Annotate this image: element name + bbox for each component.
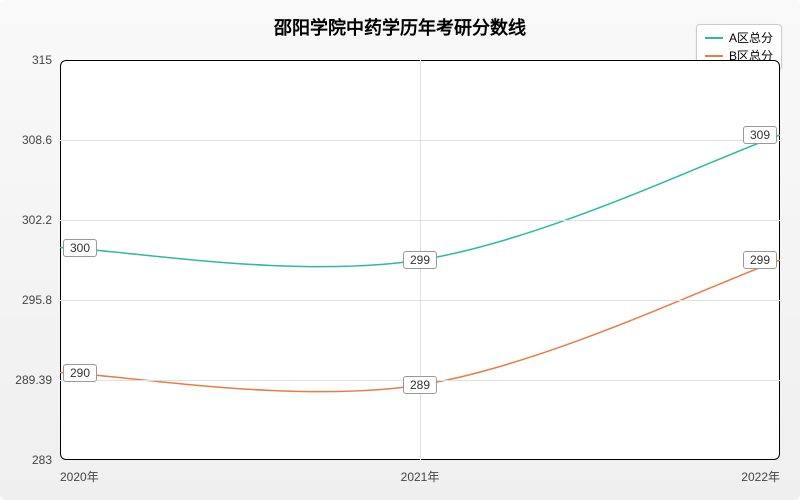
x-tick-label: 2020年: [60, 460, 99, 485]
data-label: 299: [743, 251, 777, 269]
data-label: 299: [403, 251, 437, 269]
legend-item-a: A区总分: [705, 29, 773, 47]
y-tick-label: 289.39: [15, 373, 60, 387]
data-label: 309: [743, 126, 777, 144]
plot-area: 283289.39295.8302.2308.63152020年2021年202…: [60, 60, 780, 460]
chart-container: 邵阳学院中药学历年考研分数线 A区总分 B区总分 283289.39295.83…: [0, 0, 800, 500]
data-label: 290: [63, 364, 97, 382]
chart-title: 邵阳学院中药学历年考研分数线: [0, 14, 800, 40]
x-tick-label: 2021年: [401, 460, 440, 485]
legend-label-a: A区总分: [729, 29, 773, 47]
x-tick-label: 2022年: [741, 460, 780, 485]
legend-swatch-a: [705, 37, 723, 39]
y-tick-label: 295.8: [22, 293, 60, 307]
data-label: 289: [403, 376, 437, 394]
y-tick-label: 302.2: [22, 213, 60, 227]
y-tick-label: 315: [32, 53, 60, 67]
legend-swatch-b: [705, 55, 723, 57]
data-label: 300: [63, 239, 97, 257]
y-tick-label: 283: [32, 453, 60, 467]
y-tick-label: 308.6: [22, 133, 60, 147]
